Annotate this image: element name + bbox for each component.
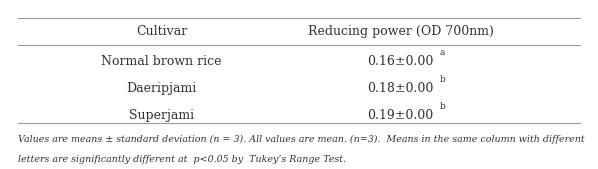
Text: Cultivar: Cultivar [136,25,187,38]
Text: Reducing power (OD 700nm): Reducing power (OD 700nm) [308,25,493,38]
Text: b: b [440,75,446,84]
Text: Superjami: Superjami [129,109,194,122]
Text: Daeripjami: Daeripjami [126,82,197,95]
Text: 0.16±0.00: 0.16±0.00 [368,55,434,68]
Text: Values are means ± standard deviation (n = 3). All values are mean. (n=3).  Mean: Values are means ± standard deviation (n… [18,135,585,144]
Text: Normal brown rice: Normal brown rice [101,55,222,68]
Text: a: a [440,48,445,57]
Text: letters are significantly different at  p<0.05 by  Tukey’s Range Test.: letters are significantly different at p… [18,155,346,164]
Text: b: b [440,102,446,111]
Text: 0.18±0.00: 0.18±0.00 [368,82,434,95]
Text: 0.19±0.00: 0.19±0.00 [368,109,434,122]
